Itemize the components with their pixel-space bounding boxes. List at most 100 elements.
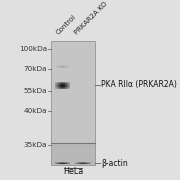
Bar <box>68 85 69 86</box>
Bar <box>62 83 63 84</box>
Bar <box>64 85 65 86</box>
Bar <box>55 87 56 88</box>
Bar <box>66 87 67 88</box>
Bar <box>58 83 59 84</box>
Bar <box>69 84 70 85</box>
Bar <box>62 88 63 89</box>
Bar <box>56 83 57 84</box>
Bar <box>58 86 59 87</box>
Bar <box>69 82 70 83</box>
Bar <box>57 87 58 88</box>
Bar <box>57 84 58 85</box>
Bar <box>60 88 61 89</box>
Bar <box>64 82 65 83</box>
Bar <box>61 82 62 83</box>
Text: HeLa: HeLa <box>63 167 83 176</box>
Bar <box>67 83 68 84</box>
Bar <box>66 88 67 89</box>
Bar <box>68 83 69 84</box>
Bar <box>68 86 69 87</box>
Bar <box>62 87 63 88</box>
Bar <box>60 87 61 88</box>
Bar <box>57 85 58 86</box>
Text: Control: Control <box>55 14 77 36</box>
Bar <box>62 85 63 86</box>
Bar <box>66 85 67 86</box>
Bar <box>63 82 64 83</box>
Bar <box>57 88 58 89</box>
Bar <box>68 84 69 85</box>
Bar <box>59 85 60 86</box>
Bar <box>51 143 95 165</box>
Text: 100kDa: 100kDa <box>19 46 47 53</box>
Bar <box>69 86 70 87</box>
Text: 40kDa: 40kDa <box>23 108 47 114</box>
Bar <box>63 83 64 84</box>
Bar <box>59 83 60 84</box>
Bar <box>55 86 56 87</box>
Bar <box>62 84 63 85</box>
Text: 35kDa: 35kDa <box>23 142 47 148</box>
Bar <box>67 86 68 87</box>
Bar <box>60 83 61 84</box>
Bar <box>63 87 64 88</box>
Bar <box>58 85 59 86</box>
Bar <box>69 83 70 84</box>
Bar <box>63 86 64 87</box>
Bar <box>60 86 61 87</box>
Bar <box>68 87 69 88</box>
Bar <box>63 88 64 89</box>
Bar <box>63 85 64 86</box>
Bar <box>64 83 65 84</box>
Bar <box>65 87 66 88</box>
Bar <box>65 82 66 83</box>
Bar <box>67 85 68 86</box>
Bar <box>66 84 67 85</box>
Bar <box>61 87 62 88</box>
Bar <box>63 84 64 85</box>
Bar <box>66 82 67 83</box>
Bar <box>68 82 69 83</box>
Bar <box>58 84 59 85</box>
Bar <box>55 83 56 84</box>
Bar <box>57 83 58 84</box>
Bar <box>64 87 65 88</box>
Bar <box>56 88 57 89</box>
Bar <box>64 84 65 85</box>
Bar <box>59 87 60 88</box>
Text: 70kDa: 70kDa <box>23 66 47 72</box>
Bar <box>59 86 60 87</box>
Bar <box>55 88 56 89</box>
Text: PRKAR2A KO: PRKAR2A KO <box>73 1 108 36</box>
Bar <box>67 82 68 83</box>
Bar <box>62 86 63 87</box>
Bar <box>68 88 69 89</box>
Bar <box>55 84 56 85</box>
Bar <box>59 88 60 89</box>
Bar <box>69 85 70 86</box>
Bar <box>56 84 57 85</box>
Bar <box>64 86 65 87</box>
Bar <box>58 87 59 88</box>
Bar <box>57 86 58 87</box>
Bar <box>65 86 66 87</box>
Bar <box>60 82 61 83</box>
Bar <box>60 84 61 85</box>
Bar <box>51 41 95 143</box>
Bar <box>67 84 68 85</box>
Bar <box>56 85 57 86</box>
Text: 55kDa: 55kDa <box>23 88 47 94</box>
Bar <box>65 85 66 86</box>
Bar <box>62 82 63 83</box>
Bar <box>61 83 62 84</box>
Bar <box>58 82 59 83</box>
Bar <box>56 82 57 83</box>
Bar <box>59 82 60 83</box>
Bar <box>64 88 65 89</box>
Bar <box>61 88 62 89</box>
Bar <box>58 88 59 89</box>
Text: β-actin: β-actin <box>101 159 128 168</box>
Bar <box>61 86 62 87</box>
Bar <box>59 84 60 85</box>
Bar <box>55 85 56 86</box>
